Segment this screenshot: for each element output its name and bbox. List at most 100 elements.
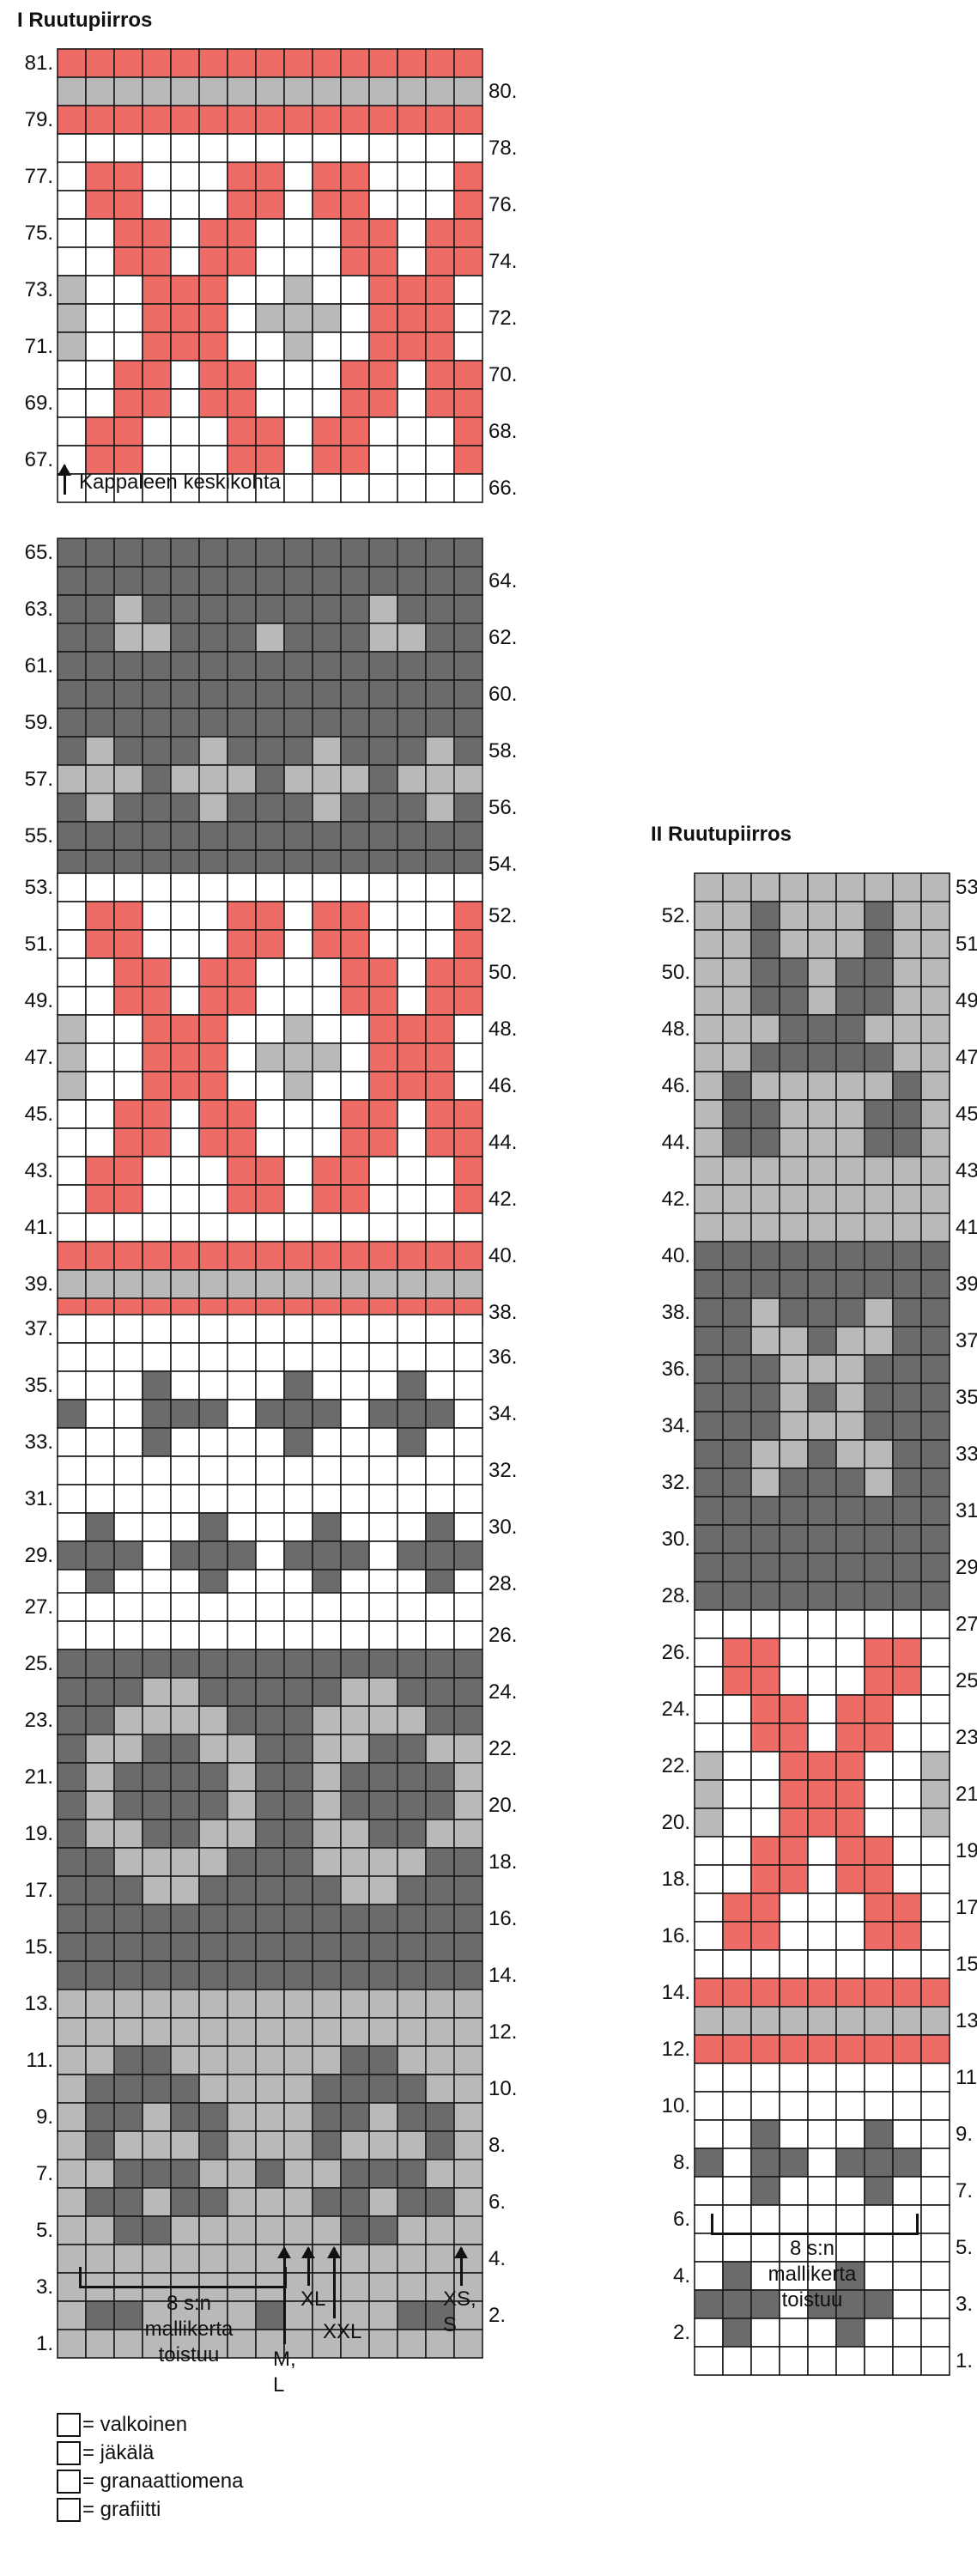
chart2-repeat-bracket: [711, 2214, 919, 2235]
stitch-cell: [255, 821, 285, 851]
stitch-cell: [397, 190, 427, 220]
stitch-cell: [453, 360, 483, 390]
stitch-cell: [694, 2204, 724, 2234]
stitch-cell: [864, 1921, 894, 1951]
stitch-cell: [255, 1677, 285, 1707]
stitch-cell: [397, 275, 427, 305]
stitch-cell: [892, 1921, 922, 1951]
stitch-cell: [750, 901, 780, 931]
stitch-cell: [170, 1314, 200, 1344]
stitch-cell: [368, 275, 398, 305]
stitch-cell: [85, 2159, 115, 2189]
stitch-cell: [779, 1042, 809, 1072]
stitch-cell: [170, 1241, 200, 1271]
row-number: 22.: [488, 1736, 518, 1760]
row-number: 28.: [488, 1571, 518, 1595]
stitch-cell: [892, 2261, 922, 2291]
legend-label-pomegranate: = granaattiomena: [82, 2470, 244, 2493]
stitch-cell: [835, 1949, 865, 1979]
row-number: 5.: [956, 2235, 974, 2259]
stitch-cell: [312, 1649, 342, 1679]
stitch-cell: [368, 1932, 398, 1962]
stitch-cell: [198, 2329, 228, 2359]
stitch-cell: [397, 1847, 427, 1877]
stitch-cell: [750, 1552, 780, 1583]
stitch-cell: [170, 1184, 200, 1214]
stitch-cell: [397, 388, 427, 418]
stitch-cell: [864, 1864, 894, 1894]
stitch-cell: [397, 1014, 427, 1044]
stitch-cell: [255, 218, 285, 248]
stitch-cell: [368, 623, 398, 653]
row-number: 51.: [24, 932, 53, 956]
stitch-cell: [312, 1540, 342, 1571]
stitch-cell: [198, 1241, 228, 1271]
stitch-cell: [807, 1836, 837, 1866]
stitch-cell: [750, 1836, 780, 1866]
row-number: 61.: [24, 653, 53, 677]
stitch-cell: [57, 2045, 87, 2075]
stitch-cell: [340, 218, 370, 248]
stitch-cell: [453, 416, 483, 447]
stitch-cell: [397, 736, 427, 766]
stitch-cell: [892, 1779, 922, 1809]
stitch-cell: [694, 1326, 724, 1356]
stitch-cell: [694, 1099, 724, 1129]
stitch-cell: [142, 2187, 172, 2217]
stitch-cell: [227, 957, 257, 987]
row-number: 70.: [488, 362, 518, 386]
stitch-cell: [807, 1326, 837, 1356]
stitch-cell: [397, 1705, 427, 1735]
size-arrow-xs-s: [454, 2246, 468, 2286]
stitch-cell: [835, 1184, 865, 1214]
stitch-cell: [198, 246, 228, 276]
stitch-cell: [170, 1269, 200, 1299]
stitch-cell: [283, 105, 313, 135]
stitch-cell: [57, 1370, 87, 1400]
stitch-cell: [864, 1722, 894, 1753]
stitch-cell: [170, 1649, 200, 1679]
stitch-cell: [864, 1609, 894, 1639]
row-number: 68.: [488, 419, 518, 443]
stitch-cell: [57, 1762, 87, 1792]
stitch-cell: [368, 1399, 398, 1429]
chart1-block: [57, 48, 483, 507]
stitch-cell: [142, 246, 172, 276]
stitch-cell: [453, 275, 483, 305]
stitch-cell: [142, 303, 172, 333]
stitch-cell: [170, 1455, 200, 1485]
stitch-cell: [227, 2159, 257, 2189]
legend-swatch-graphite: [57, 2498, 81, 2522]
stitch-cell: [368, 2272, 398, 2302]
stitch-cell: [57, 416, 87, 447]
stitch-cell: [892, 2148, 922, 2178]
stitch-cell: [312, 1399, 342, 1429]
stitch-cell: [57, 1342, 87, 1372]
stitch-cell: [779, 1269, 809, 1299]
stitch-cell: [198, 1819, 228, 1849]
stitch-cell: [779, 1609, 809, 1639]
stitch-cell: [779, 2006, 809, 2036]
stitch-cell: [892, 1212, 922, 1242]
stitch-cell: [368, 1705, 398, 1735]
stitch-cell: [453, 651, 483, 681]
stitch-cell: [57, 275, 87, 305]
stitch-cell: [397, 246, 427, 276]
stitch-cell: [283, 929, 313, 959]
stitch-cell: [255, 1399, 285, 1429]
stitch-cell: [397, 2017, 427, 2047]
stitch-cell: [142, 1512, 172, 1542]
stitch-cell: [397, 2215, 427, 2245]
stitch-cell: [170, 48, 200, 78]
stitch-cell: [283, 1156, 313, 1186]
stitch-cell: [57, 133, 87, 163]
stitch-cell: [920, 1411, 950, 1441]
stitch-cell: [113, 1512, 143, 1542]
stitch-cell: [453, 736, 483, 766]
stitch-cell: [397, 161, 427, 191]
stitch-cell: [340, 1540, 370, 1571]
stitch-cell: [227, 821, 257, 851]
stitch-cell: [425, 1455, 455, 1485]
stitch-cell: [283, 1512, 313, 1542]
stitch-cell: [340, 190, 370, 220]
